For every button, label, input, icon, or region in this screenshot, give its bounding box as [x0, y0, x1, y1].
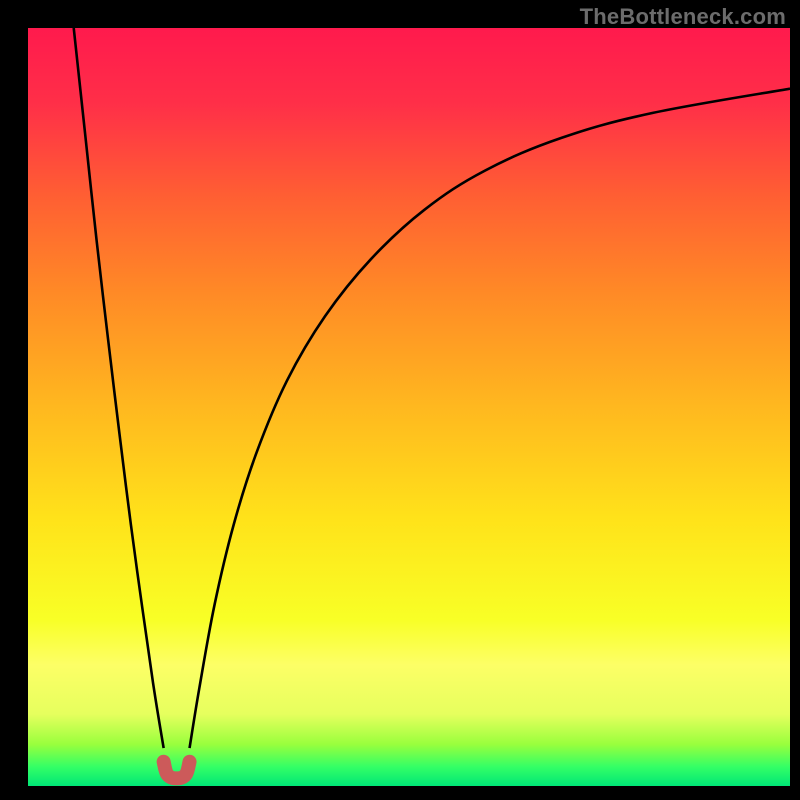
- bottom-band-curve: [164, 762, 190, 779]
- watermark-text: TheBottleneck.com: [580, 4, 786, 30]
- plot-area: [28, 28, 790, 786]
- chart-container: TheBottleneck.com: [0, 0, 800, 800]
- right-ascending-curve: [190, 89, 790, 748]
- left-descending-curve: [74, 28, 164, 748]
- curves-svg: [28, 28, 790, 786]
